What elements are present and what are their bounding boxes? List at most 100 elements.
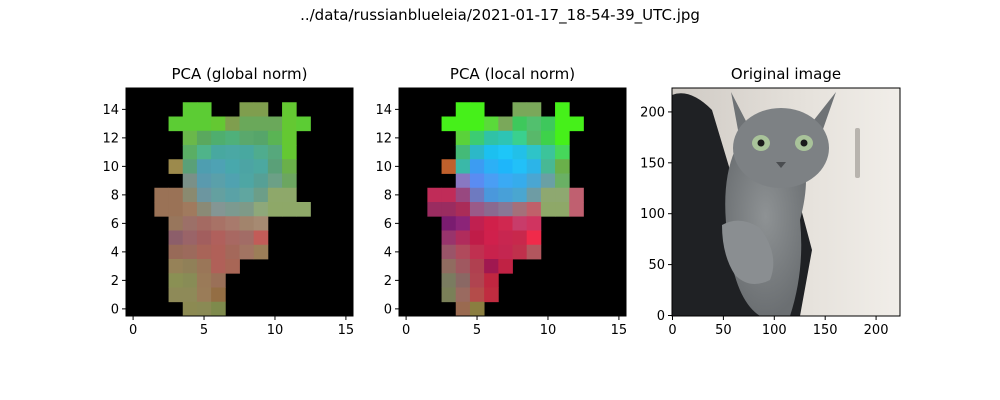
heatmap-cell — [512, 102, 528, 117]
heatmap-cell — [441, 244, 457, 260]
y-axis: 0 50 100 150 200 — [640, 105, 672, 324]
heatmap-cell — [498, 187, 513, 203]
panel-title: PCA (global norm) — [172, 65, 308, 83]
axes-frame — [125, 87, 354, 317]
heatmap-cell — [182, 244, 198, 260]
heatmap-cell — [253, 130, 269, 146]
heatmap-cell — [239, 159, 255, 174]
y-tick-label: 0 — [657, 309, 665, 324]
heatmap-cell — [441, 287, 457, 303]
x-tick-label: 200 — [864, 323, 889, 338]
heatmap-cell — [455, 287, 471, 303]
x-tick-label: 100 — [762, 323, 787, 338]
heatmap-cell — [196, 202, 212, 217]
heatmap-cell — [441, 216, 457, 231]
heatmap-cell — [484, 287, 499, 303]
heatmap-cell — [498, 216, 513, 231]
y-tick-label: 4 — [384, 245, 392, 260]
x-tick-label: 0 — [129, 323, 137, 338]
heatmap-cell — [296, 202, 311, 217]
heatmap-cell — [182, 230, 198, 246]
heatmap-cell — [182, 301, 198, 317]
heatmap-cell — [239, 145, 255, 160]
y-axis: 0 2 4 6 8 10 12 14 — [102, 103, 126, 317]
heatmap-cell — [182, 187, 198, 203]
heatmap-cell — [512, 230, 528, 246]
heatmap-cell — [469, 287, 485, 303]
heatmap-cell — [211, 259, 226, 274]
heatmap-cell — [484, 244, 499, 260]
heatmap-cell — [469, 216, 485, 231]
x-axis: 0 50 100 150 200 — [668, 316, 888, 338]
heatmap-cell — [526, 187, 542, 203]
heatmap-cell — [182, 202, 198, 217]
heatmap-cell — [239, 202, 255, 217]
heatmap-cell — [267, 130, 283, 146]
heatmap-cell — [498, 173, 513, 189]
y-tick-label: 2 — [384, 274, 392, 289]
heatmap-cell — [168, 159, 184, 174]
heatmap-cell — [469, 202, 485, 217]
heatmap-cell — [225, 216, 240, 231]
heatmap-cell — [469, 173, 485, 189]
heatmap-cell — [253, 216, 269, 231]
heatmap-cell — [498, 116, 513, 132]
heatmap-cell — [239, 216, 255, 231]
heatmap-cell — [168, 244, 184, 260]
heatmap-cell — [512, 187, 528, 203]
heatmap-cell — [211, 273, 226, 288]
heatmap-cell — [512, 244, 528, 260]
x-tick-label: 50 — [715, 323, 732, 338]
heatmap-cell — [267, 145, 283, 160]
heatmap-cell — [267, 202, 283, 217]
heatmap-cell — [455, 159, 471, 174]
heatmap-cell — [211, 145, 226, 160]
heatmap-cell — [555, 202, 570, 217]
heatmap-cell — [239, 116, 255, 132]
heatmap-cell — [211, 159, 226, 174]
heatmap-cell — [225, 244, 240, 260]
heatmap-cell — [540, 187, 556, 203]
heatmap-cell — [484, 259, 499, 274]
heatmap-cell — [225, 187, 240, 203]
heatmap-cell — [455, 173, 471, 189]
heatmap-cell — [168, 230, 184, 246]
heatmap-cell — [253, 173, 269, 189]
heatmap-cell — [469, 230, 485, 246]
heatmap-cell — [225, 230, 240, 246]
heatmap-cell — [282, 130, 297, 146]
heatmap-cell — [455, 216, 471, 231]
heatmap-cell — [196, 116, 212, 132]
panel-original-image: Original image — [640, 65, 901, 338]
heatmap-cell — [427, 187, 442, 203]
y-tick-label: 14 — [375, 103, 392, 118]
heatmap-cell — [555, 159, 570, 174]
cat-nose — [776, 162, 786, 168]
heatmap-cell — [239, 173, 255, 189]
panel-pca-local: PCA (local norm) 0 5 10 15 0 2 4 6 8 10 12 14 — [375, 65, 627, 338]
heatmap-cell — [484, 187, 499, 203]
heatmap-cell — [168, 273, 184, 288]
heatmap-cell — [540, 202, 556, 217]
cat-pupil-right — [800, 139, 808, 147]
heatmap-cell — [211, 216, 226, 231]
heatmap-cell — [267, 187, 283, 203]
heatmap-cell — [498, 159, 513, 174]
heatmap-cell — [569, 187, 584, 203]
heatmap-cell — [441, 159, 457, 174]
y-tick-label: 10 — [102, 160, 119, 175]
heatmap-cell — [540, 145, 556, 160]
x-tick-label: 5 — [200, 323, 208, 338]
heatmap-cell — [253, 187, 269, 203]
heatmap-cell — [441, 116, 457, 132]
panel-title: PCA (local norm) — [450, 65, 575, 83]
heatmap-cell — [555, 187, 570, 203]
heatmap-cell — [512, 130, 528, 146]
heatmap-cell — [469, 159, 485, 174]
heatmap-cell — [225, 116, 240, 132]
heatmap-cell — [455, 187, 471, 203]
heatmap-cell — [498, 130, 513, 146]
heatmap-cell — [196, 273, 212, 288]
heatmap-cell — [469, 244, 485, 260]
heatmap-cell — [469, 145, 485, 160]
